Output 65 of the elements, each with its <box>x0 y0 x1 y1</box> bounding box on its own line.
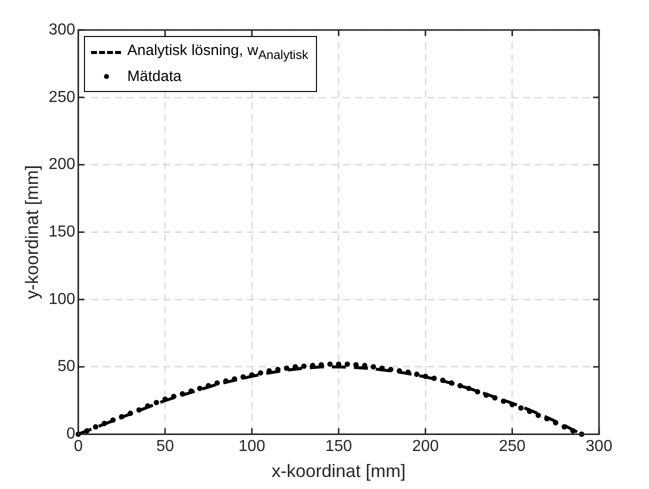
point <box>249 372 255 378</box>
point <box>405 370 411 375</box>
legend-label: Mätdata <box>127 68 182 84</box>
point <box>544 416 550 422</box>
point <box>327 361 333 367</box>
point <box>422 374 428 379</box>
y-tick-label: 100 <box>48 290 76 308</box>
point <box>102 420 108 426</box>
y-tick-label: 50 <box>58 358 76 376</box>
point <box>284 365 290 371</box>
y-tick-label: 150 <box>48 224 76 241</box>
point <box>188 388 194 394</box>
point <box>388 366 394 372</box>
legend-label: Analytisk lösning, w$_{Analytisk}$ <box>127 42 308 62</box>
y-tick-label: 250 <box>48 88 76 106</box>
point <box>232 376 238 382</box>
point <box>448 380 454 386</box>
point <box>474 389 480 394</box>
point <box>440 378 446 384</box>
point <box>466 386 472 392</box>
point <box>240 374 246 380</box>
point <box>526 408 532 414</box>
y-tick-label: 200 <box>48 156 76 174</box>
point <box>118 414 124 420</box>
y-axis-title: y-koordinat [mm] <box>22 165 42 300</box>
point <box>431 376 437 381</box>
point <box>570 428 576 434</box>
point <box>223 378 229 384</box>
point <box>457 382 463 388</box>
x-tick-label: 50 <box>156 438 174 456</box>
point <box>110 417 116 423</box>
x-tick-label: 250 <box>498 438 526 456</box>
point <box>562 424 567 430</box>
point <box>396 368 402 374</box>
point <box>197 386 202 392</box>
x-tick-label: 300 <box>586 438 612 456</box>
point <box>162 396 168 402</box>
point <box>84 428 90 434</box>
x-tick-label: 100 <box>238 438 266 456</box>
point <box>92 424 98 430</box>
point <box>518 405 524 411</box>
point <box>258 370 264 376</box>
point <box>483 392 489 398</box>
point <box>492 395 498 401</box>
point <box>214 380 220 386</box>
point <box>136 407 142 413</box>
point <box>510 402 515 408</box>
point <box>536 412 541 418</box>
x-axis-title: x-koordinat [mm] <box>272 461 406 482</box>
y-tick-label: 300 <box>48 21 76 38</box>
x-tick-label: 200 <box>412 438 439 456</box>
point <box>370 364 376 370</box>
point <box>180 391 186 396</box>
point <box>145 403 150 409</box>
point <box>414 372 420 377</box>
point <box>171 394 176 400</box>
point <box>500 398 506 404</box>
point <box>552 420 558 426</box>
point <box>344 361 350 367</box>
point <box>128 410 134 416</box>
point <box>301 363 307 369</box>
y-tick-label: 0 <box>66 426 76 443</box>
point <box>154 400 160 406</box>
point <box>206 382 212 388</box>
x-tick-label: 150 <box>325 438 352 456</box>
